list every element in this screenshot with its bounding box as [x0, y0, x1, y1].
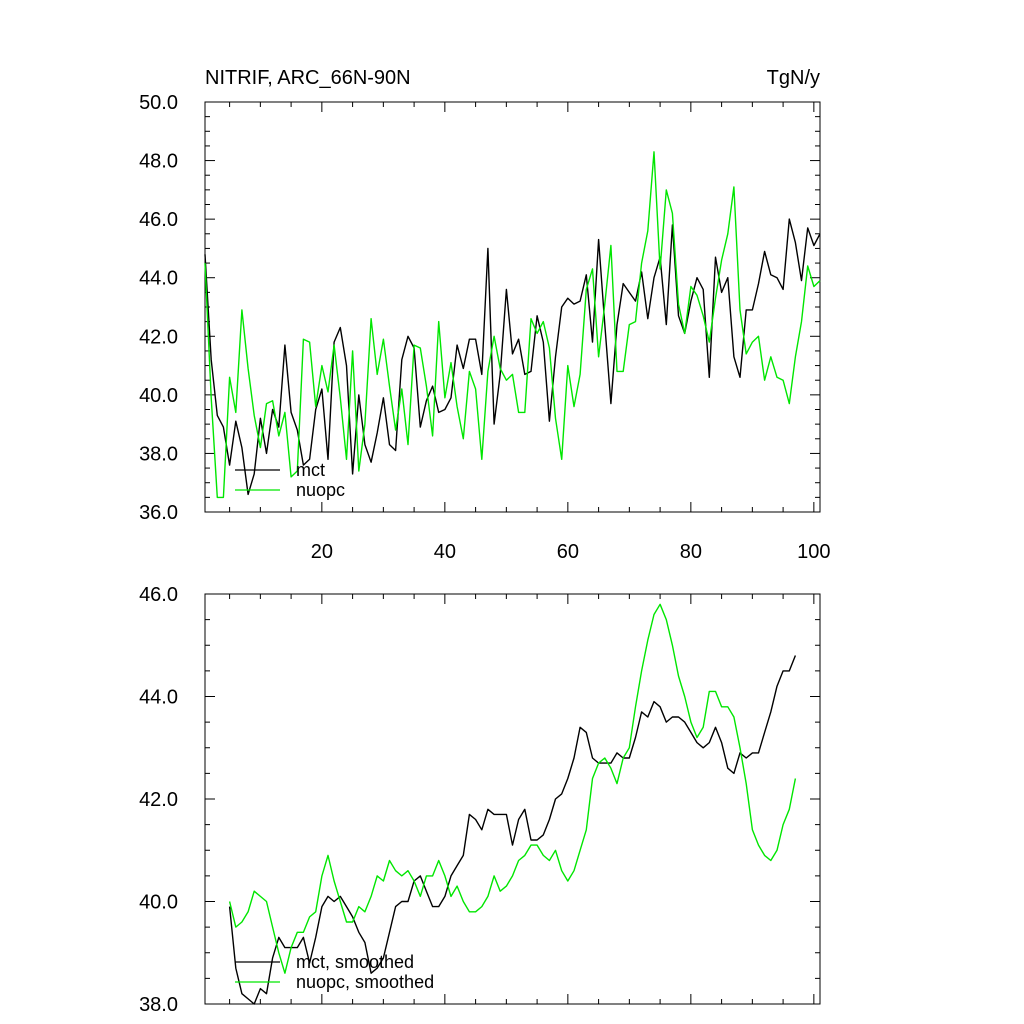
x-tick-label: 60	[557, 541, 579, 563]
legend-label-nuopc: nuopc	[296, 480, 345, 500]
x-tick-label: 80	[680, 541, 702, 563]
y-tick-label: 44.0	[139, 268, 178, 290]
x-tick-label: 40	[434, 541, 456, 563]
legend-label-nuopc-smoothed: nuopc, smoothed	[296, 972, 434, 992]
series-lines-raw	[204, 151, 821, 499]
ticks-raw	[205, 101, 820, 513]
x-tick-label: 100	[797, 541, 830, 563]
units-label: TgN/y	[767, 67, 820, 89]
legend-label-mct: mct	[296, 460, 325, 480]
y-tick-label: 36.0	[139, 502, 178, 524]
series-line-mct	[204, 218, 821, 496]
y-tick-label: 42.0	[139, 789, 178, 811]
y-tick-label: 44.0	[139, 687, 178, 709]
x-tick-label: 20	[311, 541, 333, 563]
y-tick-label: 46.0	[139, 209, 178, 231]
chart-title: NITRIF, ARC_66N-90N	[205, 67, 411, 89]
legend-smoothed: mct, smoothed nuopc, smoothed	[235, 952, 434, 992]
series-line-mct-smoothed	[228, 655, 797, 1005]
panel-raw: 36.0 38.0 40.0 42.0 44.0 46.0 48.0 50.0 20 40 60 8…	[139, 67, 830, 563]
ticks-smoothed	[205, 593, 820, 1005]
y-tick-labels-raw: 36.0 38.0 40.0 42.0 44.0 46.0 48.0 50.0	[139, 92, 178, 524]
legend-label-mct-smoothed: mct, smoothed	[296, 952, 414, 972]
y-tick-label: 38.0	[139, 443, 178, 465]
y-tick-labels-smoothed: 38.0 40.0 42.0 44.0 46.0	[139, 584, 178, 1016]
y-tick-label: 42.0	[139, 326, 178, 348]
y-tick-label: 40.0	[139, 385, 178, 407]
y-tick-label: 38.0	[139, 994, 178, 1016]
series-lines-smoothed	[228, 603, 797, 1005]
panel-smoothed: 38.0 40.0 42.0 44.0 46.0 mct, smoothed nuopc…	[139, 584, 821, 1016]
x-tick-labels-raw: 20 40 60 80 100	[311, 541, 831, 563]
plot-frame-raw	[204, 101, 821, 513]
y-tick-label: 40.0	[139, 892, 178, 914]
series-line-nuopc	[204, 151, 821, 499]
y-tick-label: 46.0	[139, 584, 178, 606]
y-tick-label: 48.0	[139, 151, 178, 173]
plot-frame-smoothed	[204, 593, 821, 1005]
y-tick-label: 50.0	[139, 92, 178, 114]
legend-raw: mct nuopc	[235, 460, 345, 500]
series-line-nuopc-smoothed	[228, 603, 797, 974]
